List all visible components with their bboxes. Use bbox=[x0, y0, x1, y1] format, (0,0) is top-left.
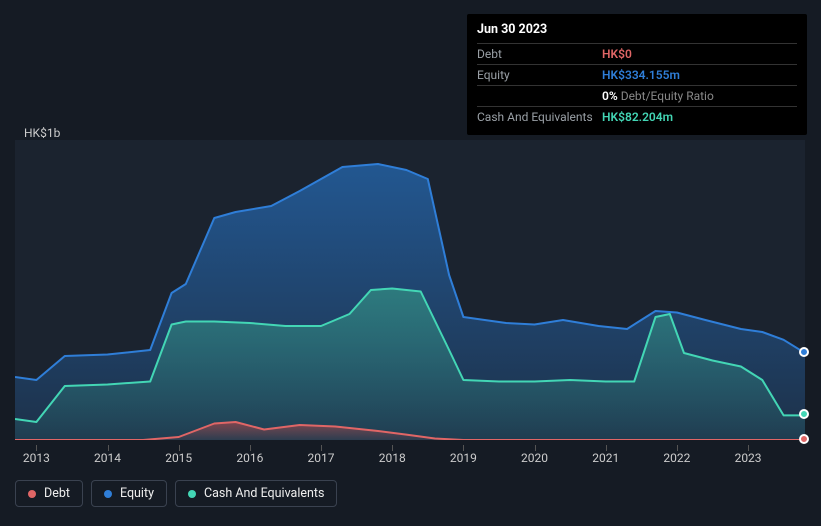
series-end-marker bbox=[799, 347, 809, 357]
legend-dot-icon bbox=[104, 490, 112, 498]
chart-plot-area[interactable] bbox=[15, 140, 805, 440]
tooltip-title: Jun 30 2023 bbox=[477, 20, 797, 43]
x-axis-label: 2016 bbox=[236, 451, 263, 465]
x-axis-label: 2017 bbox=[308, 451, 335, 465]
x-axis-label: 2019 bbox=[450, 451, 477, 465]
legend-label: Debt bbox=[44, 486, 70, 501]
tooltip-row-label: Debt bbox=[477, 44, 602, 65]
tooltip-row-label bbox=[477, 86, 602, 107]
chart-legend: Debt Equity Cash And Equivalents bbox=[15, 480, 337, 507]
y-axis-top-label: HK$1b bbox=[24, 126, 60, 140]
tooltip-row-label: Equity bbox=[477, 65, 602, 86]
x-axis-label: 2021 bbox=[592, 451, 619, 465]
x-axis-label: 2014 bbox=[94, 451, 121, 465]
legend-item-cash[interactable]: Cash And Equivalents bbox=[175, 480, 337, 507]
legend-label: Equity bbox=[120, 486, 154, 501]
series-end-marker bbox=[799, 434, 809, 444]
legend-item-equity[interactable]: Equity bbox=[91, 480, 167, 507]
x-axis-label: 2022 bbox=[663, 451, 690, 465]
x-axis-label: 2018 bbox=[379, 451, 406, 465]
tooltip-row-value: HK$334.155m bbox=[602, 65, 797, 86]
x-axis-label: 2013 bbox=[23, 451, 50, 465]
tooltip-table: DebtHK$0EquityHK$334.155m0% Debt/Equity … bbox=[477, 43, 797, 127]
legend-label: Cash And Equivalents bbox=[204, 486, 324, 501]
legend-dot-icon bbox=[28, 490, 36, 498]
tooltip-row-value: HK$82.204m bbox=[602, 107, 797, 128]
tooltip-row-value: HK$0 bbox=[602, 44, 797, 65]
x-axis-label: 2015 bbox=[165, 451, 192, 465]
chart-tooltip: Jun 30 2023 DebtHK$0EquityHK$334.155m0% … bbox=[467, 14, 807, 135]
tooltip-row-label: Cash And Equivalents bbox=[477, 107, 602, 128]
x-axis: 2013 2014 2015 2016 2017 2018 2019 2020 2021 2022… bbox=[15, 445, 805, 465]
chart-svg bbox=[15, 140, 805, 440]
x-axis-label: 2020 bbox=[521, 451, 548, 465]
series-end-marker bbox=[799, 409, 809, 419]
legend-dot-icon bbox=[188, 490, 196, 498]
tooltip-row-value: 0% Debt/Equity Ratio bbox=[602, 86, 797, 107]
legend-item-debt[interactable]: Debt bbox=[15, 480, 83, 507]
x-axis-label: 2023 bbox=[735, 451, 762, 465]
